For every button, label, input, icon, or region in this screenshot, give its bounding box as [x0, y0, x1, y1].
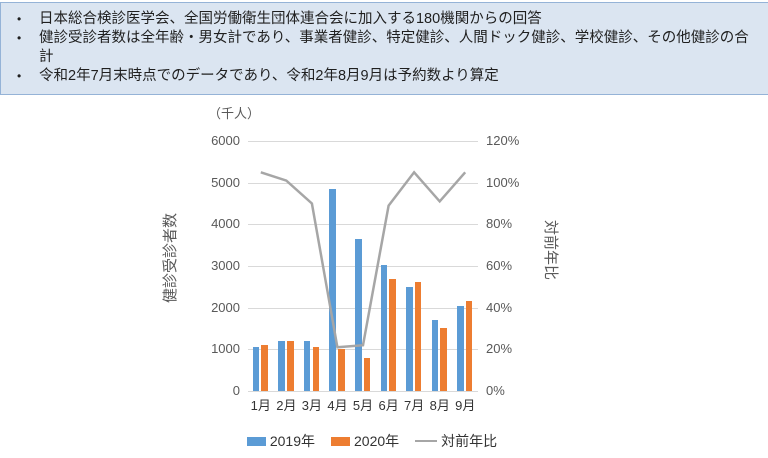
- bar-2019年-6月: [380, 265, 388, 391]
- bar-2020年-1月: [261, 344, 268, 391]
- note-bullet-1: • 日本総合検診医学会、全国労働衛生団体連合会に加入する180機関からの回答: [13, 10, 759, 29]
- x-label-1月: 1月: [250, 398, 271, 413]
- unit-label: （千人）: [208, 106, 261, 121]
- left-tick-3000: 3000: [211, 258, 240, 273]
- gridline: [248, 349, 478, 351]
- left-tick-4000: 4000: [211, 216, 240, 232]
- right-tick-60%: 60%: [486, 258, 513, 273]
- x-axis-labels: 1月 2月 3月 4月 5月 6月 7月 8月 9月: [248, 395, 478, 414]
- gridline: [248, 224, 478, 226]
- right-tick-120%: 120%: [486, 133, 520, 148]
- bar-2019年-1月: [252, 346, 260, 391]
- x-label-9月: 9月: [455, 398, 476, 413]
- yoy-ratio-line: [260, 170, 467, 349]
- chart-legend: 2019年 2020年 対前年比: [150, 431, 594, 451]
- bar-2020年-5月: [363, 357, 371, 391]
- note-bullet-text: 健診受診者数は全年齢・男女計であり、事業者健診、特定健診、人間ドック健診、学校健…: [39, 30, 749, 65]
- x-label-3月: 3月: [301, 398, 323, 413]
- legend-label: 2020年: [354, 433, 400, 449]
- bar-2020年-7月: [414, 281, 422, 391]
- x-label-4月: 4月: [327, 398, 348, 413]
- bar-2019年-3月: [303, 341, 311, 391]
- bar-2019年-5月: [355, 238, 362, 391]
- gridline: [248, 141, 478, 142]
- legend-item-2019年: 2019年: [246, 431, 315, 451]
- bar-2019年-8月: [431, 320, 439, 391]
- note-bullet-text: 日本総合検診医学会、全国労働衛生団体連合会に加入する180機関からの回答: [39, 11, 542, 27]
- gridline: [248, 266, 478, 267]
- bar-2020年-9月: [465, 301, 473, 391]
- bar-2020年-2月: [287, 340, 294, 391]
- line-swatch-icon: [415, 439, 438, 443]
- right-tick-80%: 80%: [486, 216, 513, 232]
- gridline: [248, 182, 478, 184]
- x-label-8月: 8月: [429, 398, 450, 413]
- gridline: [248, 307, 478, 309]
- right-tick-100%: 100%: [486, 174, 520, 190]
- x-label-6月: 6月: [378, 398, 399, 413]
- legend-label: 対前年比: [441, 433, 498, 449]
- bar-2019年-7月: [406, 286, 413, 391]
- combo-chart: （千人） 健診受診者数 対前年比 6000 5000 4000 3000 2000 100…: [150, 103, 580, 455]
- left-tick-5000: 5000: [211, 174, 240, 190]
- left-tick-1000: 1000: [211, 341, 240, 357]
- gridline: [248, 391, 478, 392]
- legend-item-対前年比: 対前年比: [415, 431, 497, 451]
- left-tick-2000: 2000: [211, 299, 240, 315]
- bar-swatch-icon: [331, 436, 350, 446]
- x-label-5月: 5月: [352, 398, 374, 413]
- bar-2020年-3月: [312, 347, 320, 391]
- bar-2019年-2月: [278, 341, 285, 391]
- bar-2019年-9月: [457, 305, 464, 391]
- bar-swatch-icon: [246, 436, 266, 446]
- x-label-7月: 7月: [404, 398, 425, 413]
- note-bullet-3: • 令和2年7月末時点でのデータであり、令和2年8月9月は予約数より算定: [13, 67, 759, 86]
- right-tick-40%: 40%: [486, 299, 513, 315]
- bar-2020年-6月: [389, 278, 396, 391]
- x-label-2月: 2月: [276, 398, 297, 413]
- bullet-icon: •: [17, 69, 22, 83]
- left-tick-6000: 6000: [211, 133, 240, 148]
- right-tick-20%: 20%: [486, 341, 513, 357]
- plot-area: [248, 141, 478, 392]
- right-axis-ticks: 120% 100% 80% 60% 40% 20% 0%: [486, 133, 546, 398]
- bar-2019年-4月: [329, 188, 336, 391]
- legend-label: 2019年: [269, 433, 315, 449]
- note-bullet-2: • 健診受診者数は全年齢・男女計であり、事業者健診、特定健診、人間ドック健診、学校…: [13, 29, 759, 67]
- bar-2020年-4月: [338, 349, 345, 391]
- right-tick-0%: 0%: [486, 383, 505, 398]
- left-axis-ticks: 6000 5000 4000 3000 2000 1000 0: [150, 133, 240, 398]
- notes-box: • 日本総合検診医学会、全国労働衛生団体連合会に加入する180機関からの回答 • 健診…: [0, 2, 768, 95]
- left-tick-0: 0: [232, 383, 240, 398]
- bullet-icon: •: [17, 12, 22, 26]
- bullet-icon: •: [17, 31, 22, 45]
- bar-2020年-8月: [440, 327, 447, 391]
- legend-item-2020年: 2020年: [331, 431, 399, 451]
- note-bullet-text: 令和2年7月末時点でのデータであり、令和2年8月9月は予約数より算定: [39, 68, 499, 84]
